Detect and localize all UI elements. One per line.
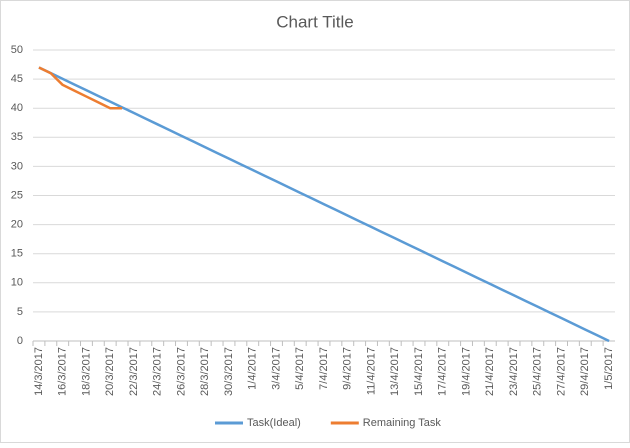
x-tick-label: 3/4/2017: [270, 347, 282, 390]
x-tick-label: 13/4/2017: [389, 347, 401, 396]
y-tick-label: 5: [17, 306, 23, 318]
y-tick-label: 35: [11, 131, 23, 143]
x-tick-label: 22/3/2017: [128, 347, 140, 396]
x-tick-label: 19/4/2017: [460, 347, 472, 396]
y-tick-label: 40: [11, 102, 23, 114]
x-tick-label: 16/3/2017: [57, 347, 69, 396]
series-line: [38, 66, 123, 110]
y-tick-label: 15: [11, 248, 23, 260]
x-tick-label: 15/4/2017: [413, 347, 425, 396]
y-tick-label: 30: [11, 160, 23, 172]
x-tick-label: 18/3/2017: [80, 347, 92, 396]
x-tick-label: 14/3/2017: [33, 347, 45, 396]
y-tick-label: 20: [11, 219, 23, 231]
x-tick-label: 7/4/2017: [318, 347, 330, 390]
x-tick-label: 11/4/2017: [365, 347, 377, 395]
x-tick-label: 30/3/2017: [223, 347, 235, 396]
chart-title: Chart Title: [276, 12, 353, 31]
series-line: [38, 66, 610, 343]
x-tick-label: 29/4/2017: [579, 347, 591, 396]
y-tick-label: 25: [11, 189, 23, 201]
y-tick-label: 45: [11, 73, 23, 85]
x-tick-label: 1/4/2017: [247, 347, 259, 390]
y-tick-label: 50: [11, 44, 23, 56]
y-tick-label: 0: [17, 335, 23, 347]
x-tick-label: 5/4/2017: [294, 347, 306, 390]
x-tick-label: 26/3/2017: [175, 347, 187, 396]
x-tick-label: 27/4/2017: [555, 347, 567, 396]
x-tick-label: 1/5/2017: [603, 347, 615, 390]
x-tick-label: 21/4/2017: [484, 347, 496, 396]
legend-label: Remaining Task: [363, 417, 442, 429]
x-tick-label: 25/4/2017: [532, 347, 544, 396]
x-tick-label: 24/3/2017: [152, 347, 164, 396]
x-tick-label: 28/3/2017: [199, 347, 211, 396]
x-tick-label: 17/4/2017: [437, 347, 449, 396]
x-tick-label: 23/4/2017: [508, 347, 520, 396]
legend-label: Task(Ideal): [247, 417, 301, 429]
x-tick-label: 9/4/2017: [342, 347, 354, 390]
y-tick-label: 10: [11, 277, 23, 289]
x-tick-label: 20/3/2017: [104, 347, 116, 396]
